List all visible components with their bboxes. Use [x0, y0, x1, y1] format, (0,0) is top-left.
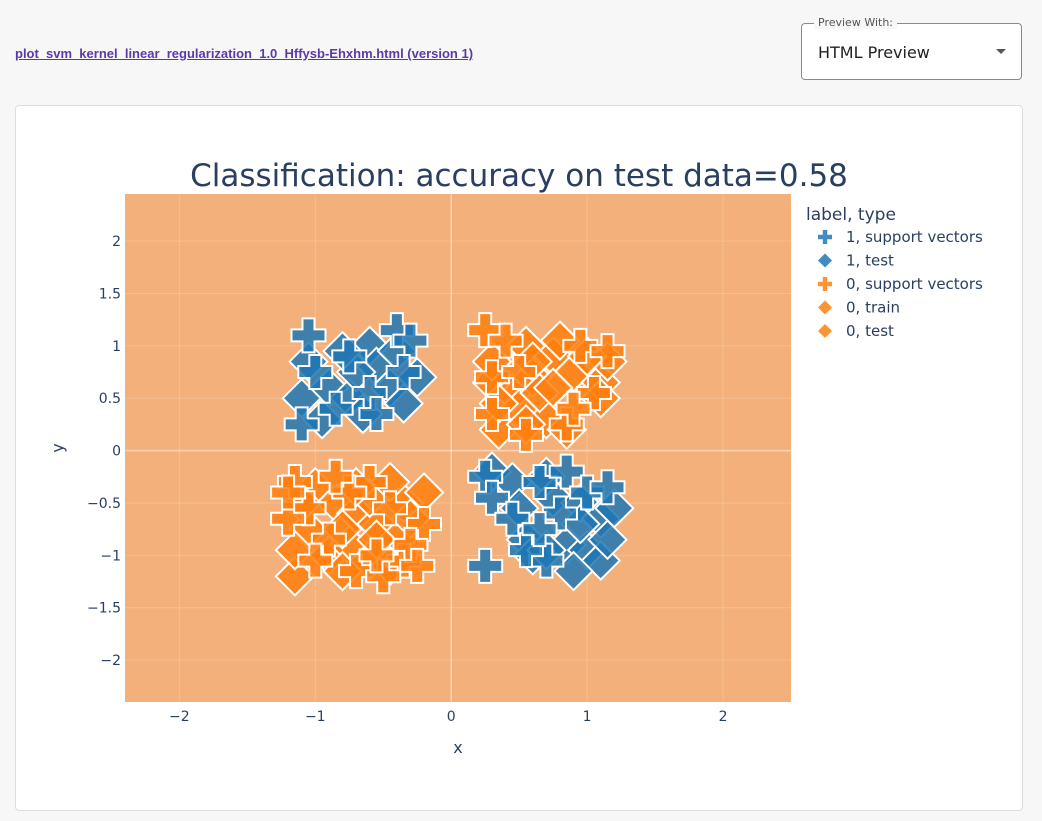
data-point — [589, 469, 626, 506]
data-point — [317, 390, 354, 427]
data-point — [473, 359, 510, 396]
legend-label: 0, train — [846, 299, 900, 317]
data-point — [587, 519, 628, 561]
data-point — [467, 547, 504, 584]
data-point — [521, 464, 558, 501]
data-point — [358, 537, 395, 574]
y-tick-label: −0.5 — [87, 496, 121, 512]
data-point — [562, 327, 599, 364]
data-point — [473, 395, 510, 432]
y-tick-label: 0 — [112, 444, 121, 460]
y-axis-label: y — [48, 443, 67, 452]
legend-item[interactable]: 0, test — [818, 322, 894, 340]
legend-item[interactable]: 1, test — [818, 252, 894, 270]
data-point — [383, 383, 425, 424]
data-point — [507, 416, 544, 453]
data-point — [274, 529, 316, 571]
data-point — [358, 395, 395, 432]
data-point — [372, 490, 409, 527]
x-axis-label: x — [453, 738, 462, 757]
data-point — [399, 547, 436, 584]
data-point — [297, 354, 334, 391]
legend-diamond-icon — [818, 300, 832, 315]
y-tick-label: 1 — [112, 339, 121, 355]
data-point — [290, 317, 327, 354]
data-point — [521, 511, 558, 548]
file-link[interactable]: plot_svm_kernel_linear_regularization_1.… — [15, 46, 474, 61]
data-point — [283, 406, 320, 443]
data-point — [274, 555, 316, 597]
data-point — [331, 338, 368, 375]
decision-region — [125, 194, 791, 702]
legend-label: 0, support vectors — [846, 275, 983, 293]
chart-title: Classification: accuracy on test data=0.… — [190, 158, 848, 194]
y-tick-label: 1.5 — [99, 287, 121, 303]
plot-card: −2 −1 0 1 2 −2 −1.5 −1 −0.5 0 0.5 1 1.5 2 Classificati… — [15, 105, 1023, 811]
data-point — [310, 521, 347, 558]
data-point — [575, 375, 612, 412]
data-point — [338, 553, 375, 590]
data-point — [541, 495, 578, 532]
x-tick-label: −2 — [169, 709, 190, 725]
x-tick-label: 1 — [583, 709, 592, 725]
data-point — [494, 500, 531, 537]
data-point — [507, 532, 544, 569]
data-point — [297, 542, 334, 579]
data-point — [555, 390, 592, 427]
legend-diamond-icon — [818, 253, 832, 268]
data-point — [385, 354, 422, 391]
legend-cross-icon — [818, 277, 832, 291]
data-point — [392, 322, 429, 359]
data-point — [270, 500, 307, 537]
preview-with-label: Preview With: — [814, 16, 897, 29]
data-point — [532, 367, 574, 409]
y-tick-label: 2 — [112, 234, 121, 250]
legend-title: label, type — [806, 205, 896, 225]
legend-label: 1, support vectors — [846, 228, 983, 246]
legend-label: 0, test — [846, 322, 894, 340]
legend-item[interactable]: 0, support vectors — [818, 275, 983, 293]
y-tick-label: −1 — [100, 548, 121, 564]
data-point — [317, 458, 354, 495]
legend-item[interactable]: 1, support vectors — [818, 228, 983, 246]
data-point — [270, 474, 307, 511]
legend-item[interactable]: 0, train — [818, 299, 900, 317]
legend-label: 1, test — [846, 252, 894, 270]
data-point — [589, 333, 626, 370]
data-point — [406, 505, 443, 542]
preview-with-select[interactable]: Preview With: HTML Preview — [801, 16, 1022, 80]
x-tick-label: −1 — [305, 709, 326, 725]
data-point — [365, 558, 402, 595]
legend-cross-icon — [818, 230, 832, 244]
preview-with-value: HTML Preview — [818, 43, 930, 62]
y-tick-label: −2 — [100, 653, 121, 669]
x-tick-label: 0 — [447, 709, 456, 725]
chevron-down-icon — [996, 49, 1006, 54]
y-tick-label: 0.5 — [99, 391, 121, 407]
legend-diamond-icon — [818, 324, 832, 338]
x-tick-label: 2 — [719, 709, 728, 725]
classification-chart: −2 −1 0 1 2 −2 −1.5 −1 −0.5 0 0.5 1 1.5 2 Classificati… — [48, 158, 983, 757]
data-point — [539, 320, 581, 362]
y-tick-label: −1.5 — [87, 601, 121, 617]
data-point — [501, 354, 538, 391]
data-point — [487, 322, 524, 359]
